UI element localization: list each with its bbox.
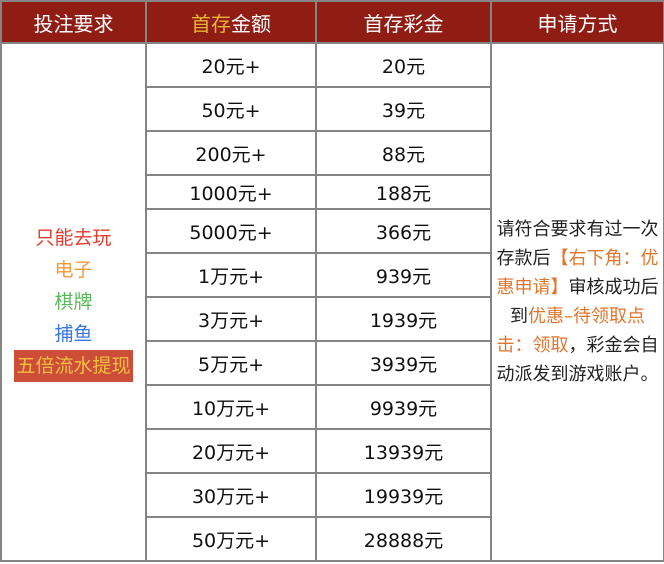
deposit-amount: 5000元+ xyxy=(145,208,317,254)
deposit-amount: 20万元+ xyxy=(145,428,317,474)
table-row: 5万元+ 3939元 xyxy=(1,340,664,386)
deposit-amount: 200元+ xyxy=(145,130,317,176)
header-deposit-amount: 首存金额 xyxy=(145,0,317,44)
apply-text-3: ，彩金会自动派发到游戏账户。 xyxy=(496,335,659,385)
bonus-amount: 19939元 xyxy=(315,472,492,518)
table-row: 1万元+ 939元 xyxy=(1,252,664,298)
header-apply-method: 申请方式 xyxy=(490,0,664,44)
deposit-amount: 5万元+ xyxy=(145,340,317,386)
table-row: 50万元+ 28888元 xyxy=(1,516,664,562)
bonus-amount: 366元 xyxy=(315,208,492,254)
requirement-chess: 棋牌 xyxy=(54,291,93,313)
deposit-amount: 10万元+ xyxy=(145,384,317,430)
deposit-amount: 1万元+ xyxy=(145,252,317,298)
bonus-amount: 88元 xyxy=(315,130,492,176)
bonus-amount: 188元 xyxy=(315,174,492,210)
header-deposit-rest: 金额 xyxy=(231,11,271,36)
header-row: 投注要求 首存金额 首存彩金 申请方式 xyxy=(0,0,664,44)
deposit-amount: 20元+ xyxy=(145,42,317,88)
table-row: 200元+ 88元 xyxy=(1,130,664,176)
bonus-amount: 28888元 xyxy=(315,516,492,562)
table-row: 30万元+ 19939元 xyxy=(1,472,664,518)
table-row: 5000元+ 366元 xyxy=(1,208,664,254)
bonus-amount: 3939元 xyxy=(315,340,492,386)
bonus-amount: 939元 xyxy=(315,252,492,298)
apply-text-2: 审核成功后到 xyxy=(510,277,659,327)
table-row: 20万元+ 13939元 xyxy=(1,428,664,474)
apply-method-cell: 请符合要求有过一次存款后【右下角：优惠申请】审核成功后到优惠–待领取点击：领取，… xyxy=(490,42,664,562)
header-requirement: 投注要求 xyxy=(0,0,147,44)
table-row: 50元+ 39元 xyxy=(1,86,664,132)
table-row: 1000元+ 188元 xyxy=(1,174,664,210)
table-row: 3万元+ 1939元 xyxy=(1,296,664,342)
requirement-turnover: 五倍流水提现 xyxy=(14,350,133,382)
deposit-amount: 3万元+ xyxy=(145,296,317,342)
bonus-amount: 13939元 xyxy=(315,428,492,474)
header-bonus: 首存彩金 xyxy=(315,0,492,44)
requirement-electronic: 电子 xyxy=(54,259,93,281)
table-row: 只能去玩 电子 棋牌 捕鱼 五倍流水提现 20元+ 20元 请符合要求有过一次存款… xyxy=(0,42,664,562)
requirement-line: 只能去玩 xyxy=(35,227,112,249)
bonus-amount: 39元 xyxy=(315,86,492,132)
requirement-cell: 只能去玩 电子 棋牌 捕鱼 五倍流水提现 xyxy=(0,42,147,562)
requirement-fishing: 捕鱼 xyxy=(54,323,93,345)
apply-claim-path: 优惠–待领取点击：领取 xyxy=(496,306,646,356)
bonus-amount: 9939元 xyxy=(315,384,492,430)
deposit-amount: 1000元+ xyxy=(145,174,317,210)
deposit-amount: 50万元+ xyxy=(145,516,317,562)
apply-path: 【右下角：优惠申请】 xyxy=(496,248,659,298)
deposit-amount: 30万元+ xyxy=(145,472,317,518)
deposit-amount: 50元+ xyxy=(145,86,317,132)
table-row: 10万元+ 9939元 xyxy=(1,384,664,430)
bonus-amount: 20元 xyxy=(315,42,492,88)
apply-text-1: 请符合要求有过一次存款后 xyxy=(496,219,659,269)
header-highlight: 首存 xyxy=(191,11,231,36)
bonus-amount: 1939元 xyxy=(315,296,492,342)
